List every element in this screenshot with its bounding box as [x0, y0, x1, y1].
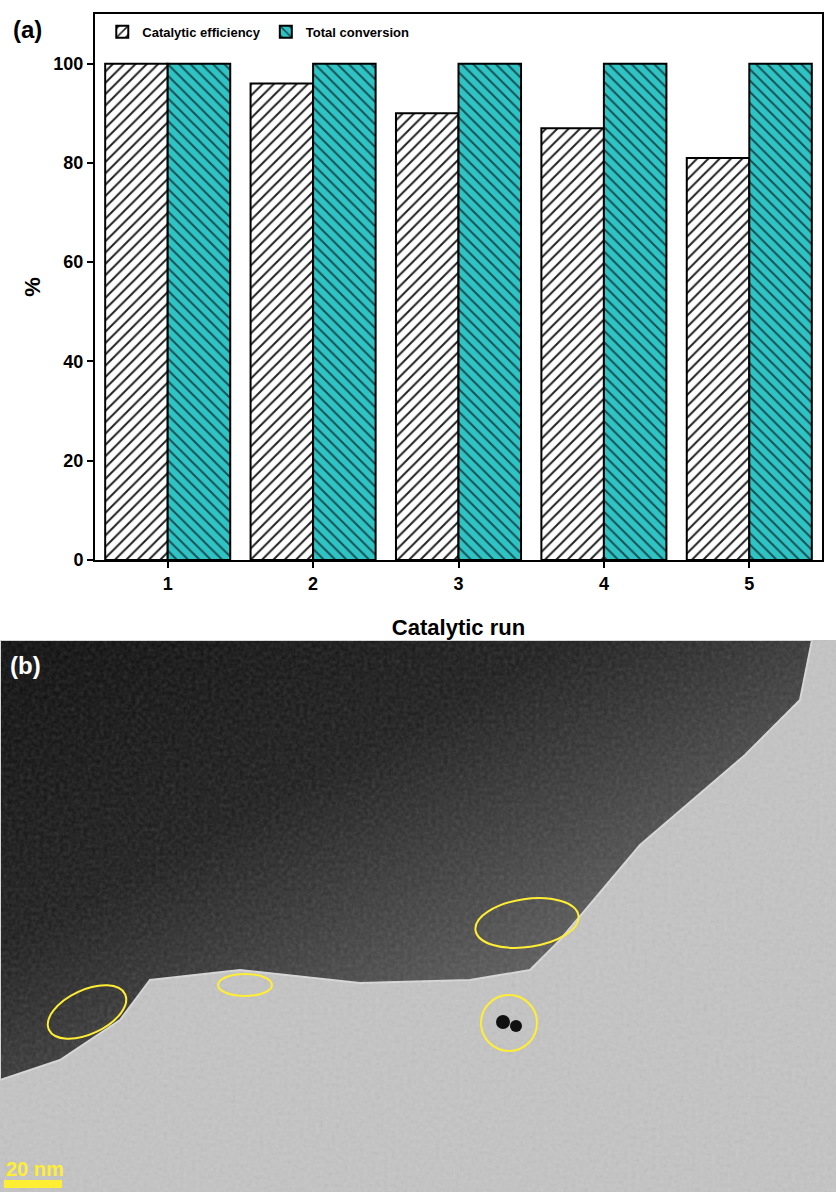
svg-text:80: 80 — [63, 153, 83, 173]
svg-text:1: 1 — [163, 574, 173, 594]
svg-text:40: 40 — [63, 352, 83, 372]
svg-text:(b): (b) — [10, 652, 41, 679]
svg-text:(a): (a) — [13, 16, 42, 43]
svg-text:2: 2 — [308, 574, 318, 594]
svg-text:Catalytic run: Catalytic run — [392, 615, 525, 640]
svg-text:Catalytic efficiency: Catalytic efficiency — [142, 25, 261, 40]
svg-text:3: 3 — [453, 574, 463, 594]
svg-text:%: % — [20, 277, 45, 297]
svg-text:4: 4 — [599, 574, 609, 594]
svg-text:Total conversion: Total conversion — [306, 25, 409, 40]
svg-text:60: 60 — [63, 252, 83, 272]
svg-text:20 nm: 20 nm — [6, 1158, 64, 1180]
svg-text:0: 0 — [73, 550, 83, 570]
svg-text:100: 100 — [53, 54, 83, 74]
svg-text:5: 5 — [744, 574, 754, 594]
svg-text:20: 20 — [63, 451, 83, 471]
